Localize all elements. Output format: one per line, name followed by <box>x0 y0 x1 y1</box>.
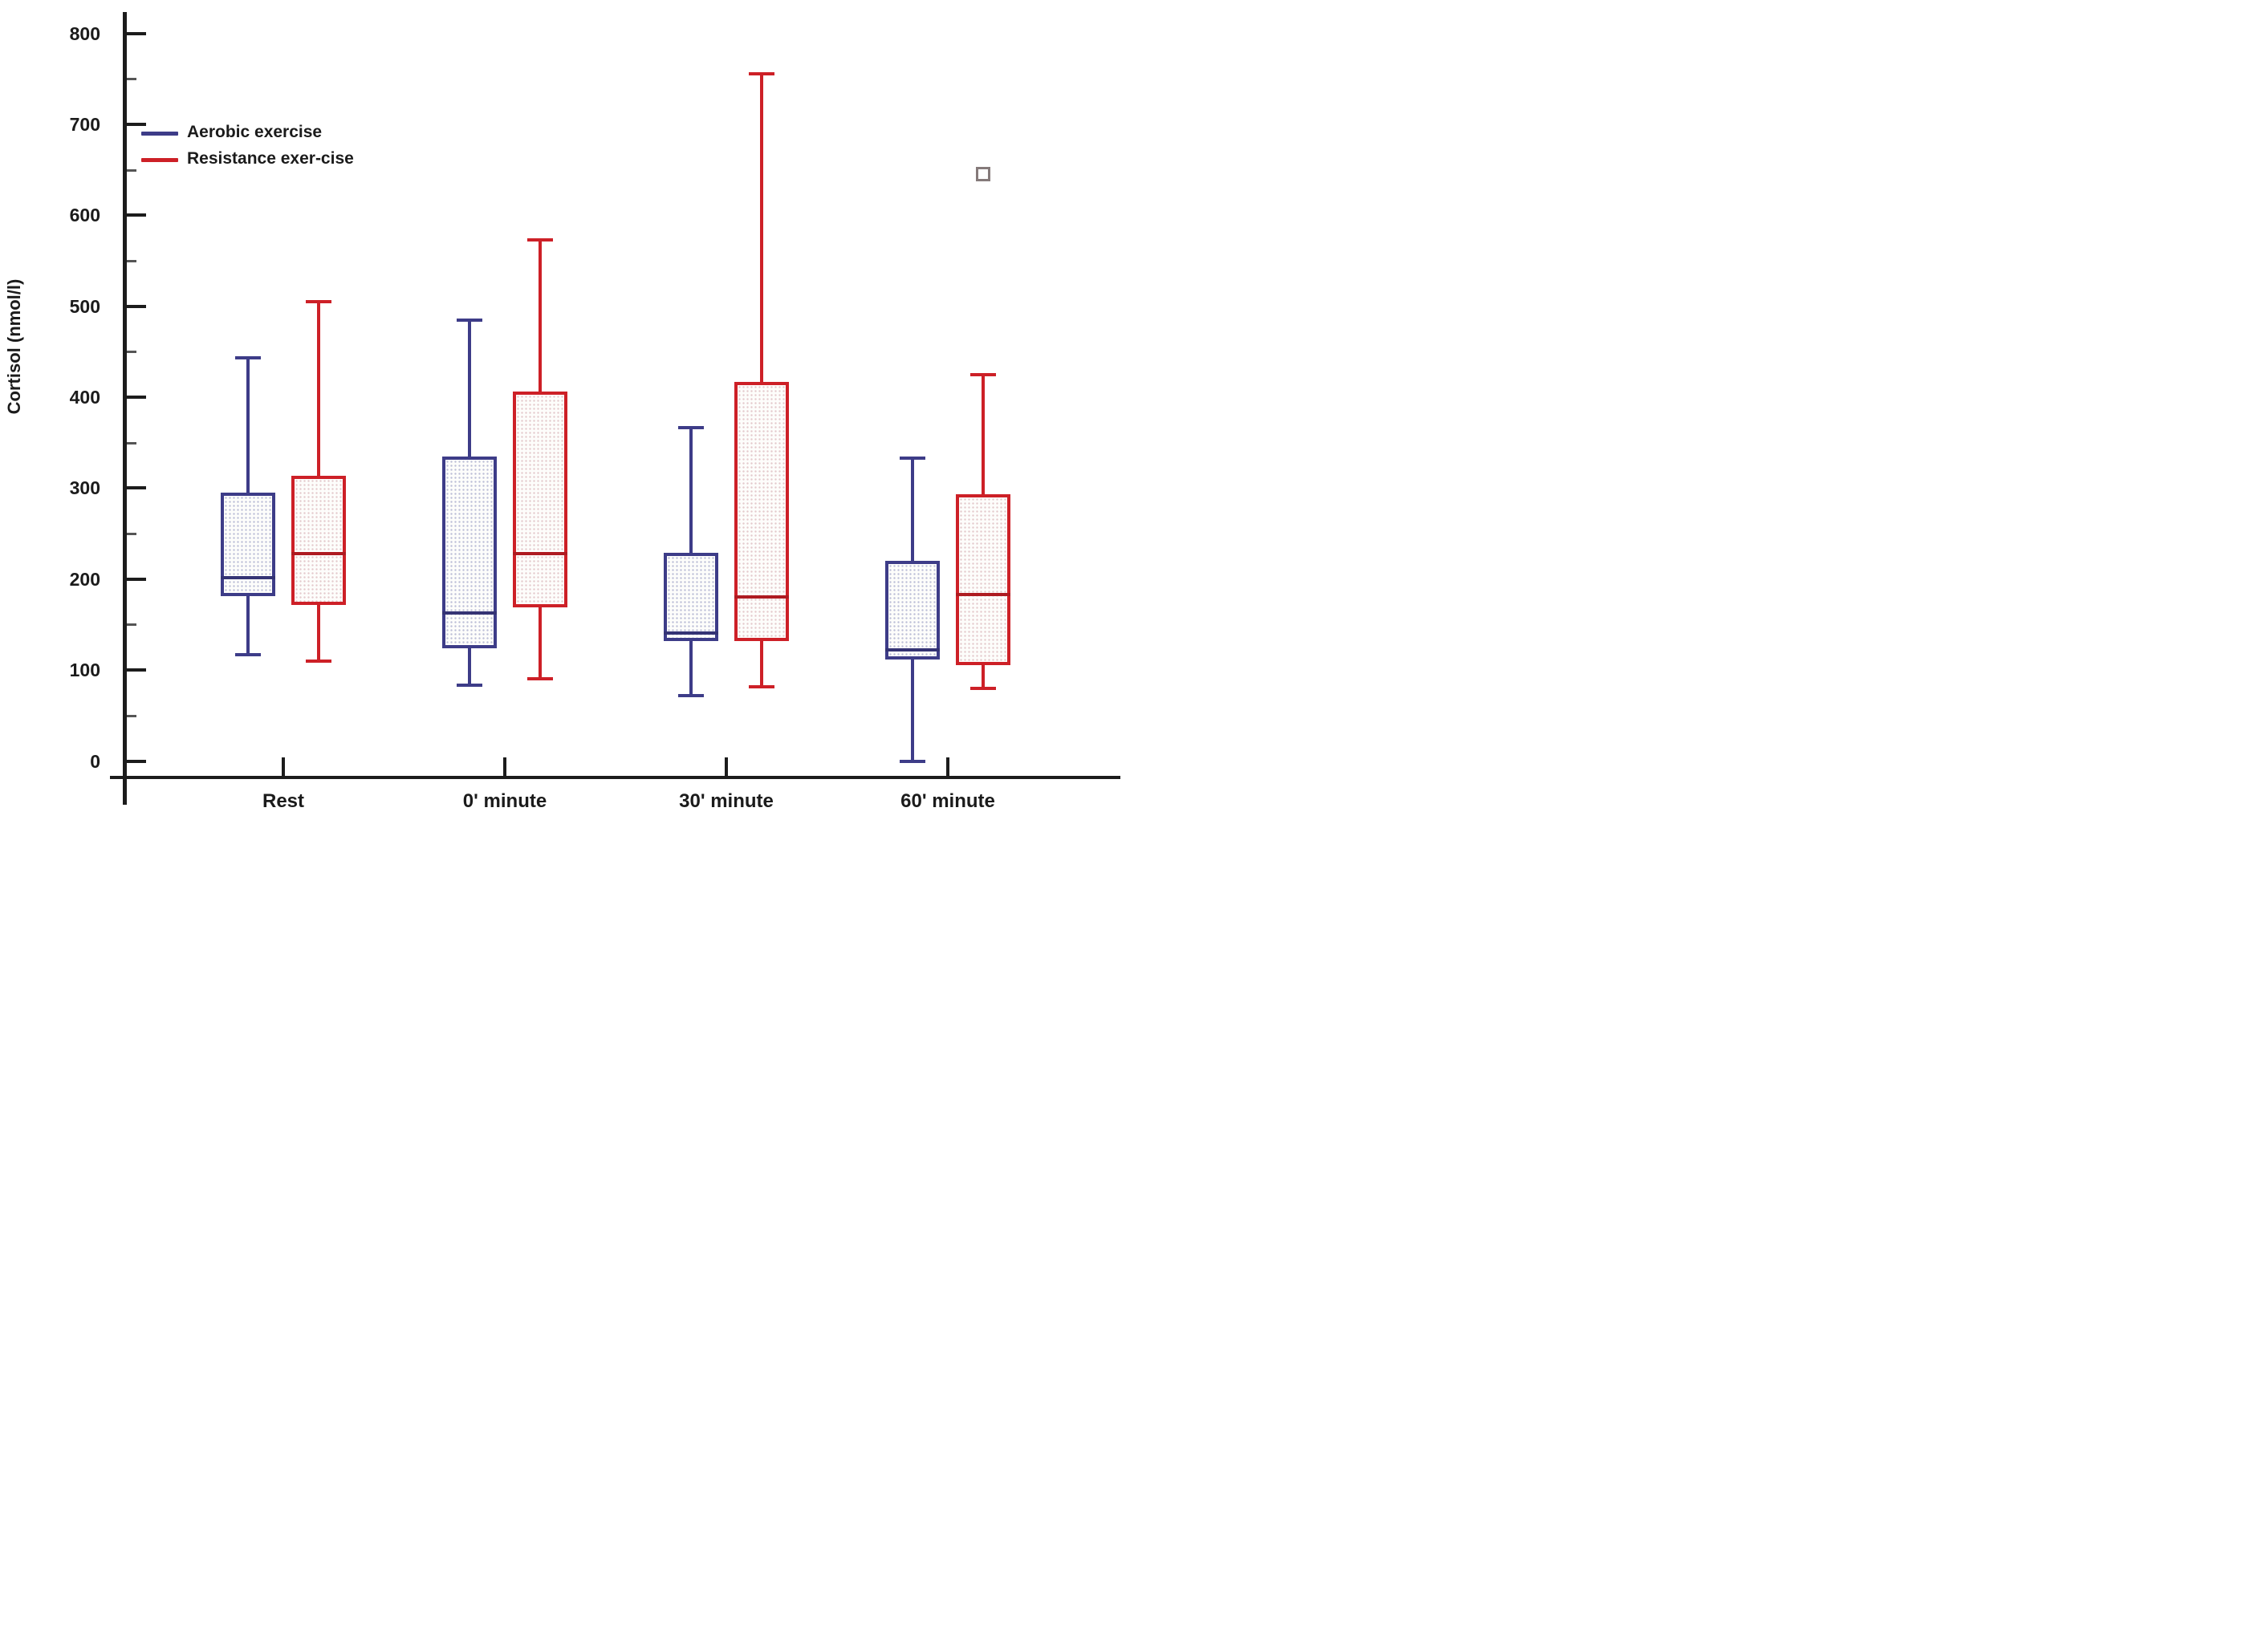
x-tick <box>946 757 949 777</box>
box-resistance-rest <box>291 475 346 605</box>
whisker-upper-stem-aerobic <box>689 427 693 553</box>
y-major-tick <box>126 304 146 308</box>
x-tick <box>725 757 728 777</box>
legend-line-aerobic <box>141 132 178 136</box>
boxplot-figure: Cortisol (nmol/l) Aerobic exercise Resis… <box>0 0 1130 826</box>
whisker-lower-stem-aerobic <box>468 647 471 686</box>
whisker-lower-stem-aerobic <box>689 640 693 696</box>
whisker-lower-stem-resistance <box>982 665 985 688</box>
box-resistance-0-minute <box>513 392 567 607</box>
y-minor-tick <box>126 714 136 717</box>
y-axis <box>123 12 127 805</box>
whisker-lower-cap-aerobic <box>678 693 704 697</box>
x-category-label: 0' minute <box>462 790 547 812</box>
whisker-upper-cap-resistance <box>970 372 996 376</box>
y-major-tick <box>126 759 146 763</box>
y-minor-tick <box>126 260 136 263</box>
whisker-lower-stem-resistance <box>539 607 542 680</box>
median-aerobic-0-minute <box>442 611 497 615</box>
whisker-lower-cap-aerobic <box>235 652 261 656</box>
y-major-tick <box>126 213 146 217</box>
y-tick-label: 400 <box>69 387 100 408</box>
whisker-lower-stem-resistance <box>760 640 763 687</box>
y-tick-label: 200 <box>69 568 100 590</box>
median-resistance-rest <box>291 552 346 556</box>
whisker-lower-cap-resistance <box>749 684 774 688</box>
whisker-lower-cap-aerobic <box>457 684 482 688</box>
median-resistance-30-minute <box>734 595 789 599</box>
whisker-upper-cap-resistance <box>527 238 553 242</box>
whisker-upper-cap-resistance <box>749 71 774 75</box>
whisker-lower-cap-resistance <box>306 659 331 663</box>
median-aerobic-30-minute <box>664 631 718 635</box>
whisker-upper-stem-resistance <box>539 240 542 392</box>
whisker-upper-stem-resistance <box>317 302 320 476</box>
box-aerobic-0-minute <box>442 456 497 648</box>
whisker-upper-stem-resistance <box>982 374 985 495</box>
outlier-square-resistance <box>976 167 990 182</box>
y-minor-tick <box>126 441 136 444</box>
x-category-label: 30' minute <box>679 790 774 812</box>
whisker-upper-cap-aerobic <box>678 425 704 429</box>
whisker-upper-stem-aerobic <box>911 458 914 562</box>
legend-line-resistance <box>141 158 178 162</box>
whisker-lower-cap-resistance <box>970 686 996 690</box>
whisker-lower-cap-resistance <box>527 677 553 681</box>
x-category-label: Rest <box>262 790 305 812</box>
whisker-upper-cap-resistance <box>306 300 331 304</box>
whisker-upper-stem-resistance <box>760 73 763 382</box>
y-tick-label: 700 <box>69 114 100 136</box>
y-major-tick <box>126 668 146 672</box>
y-major-tick <box>126 577 146 581</box>
median-aerobic-rest <box>221 575 275 579</box>
y-major-tick <box>126 486 146 490</box>
y-tick-label: 300 <box>69 477 100 499</box>
whisker-lower-stem-aerobic <box>246 596 250 655</box>
box-aerobic-30-minute <box>664 552 718 641</box>
y-tick-label: 800 <box>69 22 100 44</box>
y-major-tick <box>126 123 146 127</box>
x-category-label: 60' minute <box>900 790 995 812</box>
legend-label-resistance: Resistance exer-cise <box>187 149 354 168</box>
y-tick-label: 100 <box>69 660 100 681</box>
whisker-upper-cap-aerobic <box>900 457 925 461</box>
y-minor-tick <box>126 623 136 627</box>
x-axis <box>110 776 1120 779</box>
y-minor-tick <box>126 533 136 536</box>
whisker-upper-cap-aerobic <box>457 318 482 322</box>
whisker-lower-cap-aerobic <box>900 759 925 763</box>
y-minor-tick <box>126 168 136 172</box>
median-resistance-60-minute <box>956 593 1010 597</box>
median-aerobic-60-minute <box>885 648 940 652</box>
whisker-lower-stem-aerobic <box>911 659 914 761</box>
y-tick-label: 600 <box>69 205 100 226</box>
box-resistance-30-minute <box>734 381 789 641</box>
median-resistance-0-minute <box>513 552 567 556</box>
whisker-upper-cap-aerobic <box>235 356 261 360</box>
legend-label-aerobic: Aerobic exercise <box>187 123 323 141</box>
x-tick <box>503 757 506 777</box>
y-major-tick <box>126 31 146 35</box>
y-tick-label: 0 <box>90 750 100 772</box>
box-aerobic-rest <box>221 493 275 597</box>
x-tick <box>282 757 285 777</box>
y-major-tick <box>126 396 146 400</box>
box-resistance-60-minute <box>956 494 1010 666</box>
whisker-lower-stem-resistance <box>317 604 320 661</box>
y-minor-tick <box>126 351 136 354</box>
whisker-upper-stem-aerobic <box>246 358 250 493</box>
whisker-upper-stem-aerobic <box>468 319 471 457</box>
y-minor-tick <box>126 78 136 81</box>
y-tick-label: 500 <box>69 295 100 317</box>
box-aerobic-60-minute <box>885 561 940 660</box>
